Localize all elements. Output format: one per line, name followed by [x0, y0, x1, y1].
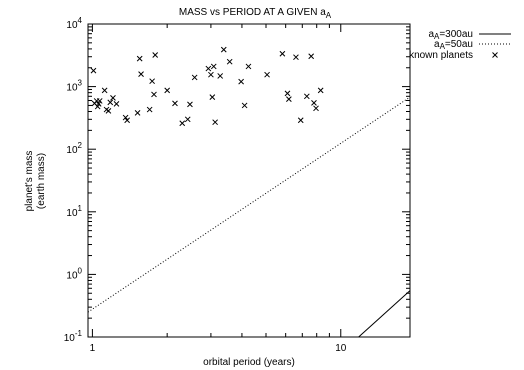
x-tick-labels: 1 10: [90, 343, 347, 354]
planet-point: [284, 90, 291, 97]
planet-point: [110, 95, 116, 101]
x-tick-label: 1: [90, 343, 96, 354]
planet-point: [122, 114, 129, 121]
planet-point: [172, 100, 178, 107]
legend-label-a300: aA=300au: [428, 29, 473, 41]
planet-point: [212, 119, 218, 126]
series-line-a50: [87, 96, 411, 313]
planet-point: [184, 116, 191, 123]
legend-label-a50: aA=50au: [434, 39, 473, 51]
planet-point: [279, 50, 286, 57]
planet-point: [286, 96, 292, 103]
planet-point: [313, 105, 319, 112]
y-tick-label: 10-1: [64, 329, 83, 344]
x-tick-label: 10: [335, 343, 347, 354]
y-axis-label-line1: planet's mass: [24, 151, 35, 212]
series-line-a300: [358, 290, 411, 338]
planet-point: [241, 102, 248, 109]
y-tick-labels: 10-1 100 101 102 103 104: [64, 16, 83, 344]
planet-point: [187, 101, 193, 108]
planet-point: [96, 98, 103, 104]
planet-point: [210, 63, 217, 70]
planet-point: [191, 74, 198, 81]
planet-point: [90, 67, 97, 74]
planet-point: [238, 78, 244, 85]
legend-entry-known-planets: known planets: [409, 50, 498, 61]
x-axis-label: orbital period (years): [203, 357, 295, 368]
planet-point: [205, 65, 212, 72]
planet-point: [293, 54, 299, 61]
planet-point: [245, 63, 252, 70]
chart-title: MASS vs PERIOD AT A GIVEN aA: [179, 7, 332, 20]
planet-point: [113, 101, 120, 107]
plot-frame: [87, 23, 411, 338]
planet-point: [308, 53, 315, 60]
planet-point: [151, 91, 157, 98]
planet-point: [303, 93, 310, 100]
planet-point: [179, 120, 186, 127]
legend-label-known-planets: known planets: [409, 50, 473, 61]
planet-point: [220, 46, 227, 53]
legend-entry-a50: aA=50au: [434, 39, 511, 51]
planet-point: [136, 55, 143, 62]
planet-point: [105, 107, 112, 114]
planet-point: [101, 87, 108, 94]
planet-point: [217, 73, 224, 79]
planet-point: [138, 71, 144, 78]
y-tick-label: 100: [66, 266, 82, 281]
planet-point: [226, 58, 233, 65]
y-axis-label-line2: (earth mass): [36, 153, 47, 209]
planet-point: [124, 117, 130, 124]
series-points: [90, 46, 324, 127]
y-tick-label: 101: [66, 204, 82, 219]
legend: aA=300au aA=50au known planets: [409, 29, 511, 61]
planet-point: [164, 87, 171, 94]
y-axis-label: planet's mass (earth mass): [24, 151, 47, 212]
planet-point: [264, 71, 270, 78]
planet-point: [311, 99, 317, 106]
legend-entry-a300: aA=300au: [428, 29, 511, 41]
planet-point: [149, 78, 156, 85]
planet-point: [134, 110, 141, 116]
planet-point: [317, 87, 324, 94]
planet-point: [209, 94, 216, 100]
legend-swatch-x-marker: [492, 52, 498, 58]
y-tick-label: 104: [66, 16, 82, 31]
planet-point: [297, 117, 304, 124]
y-tick-label: 102: [66, 141, 82, 156]
y-tick-label: 103: [66, 79, 82, 94]
planet-point: [146, 106, 153, 113]
planet-point: [208, 71, 214, 78]
series-lines: [87, 96, 411, 338]
axis-ticks: [88, 23, 410, 338]
planet-point: [107, 99, 114, 106]
planet-point: [152, 52, 159, 58]
